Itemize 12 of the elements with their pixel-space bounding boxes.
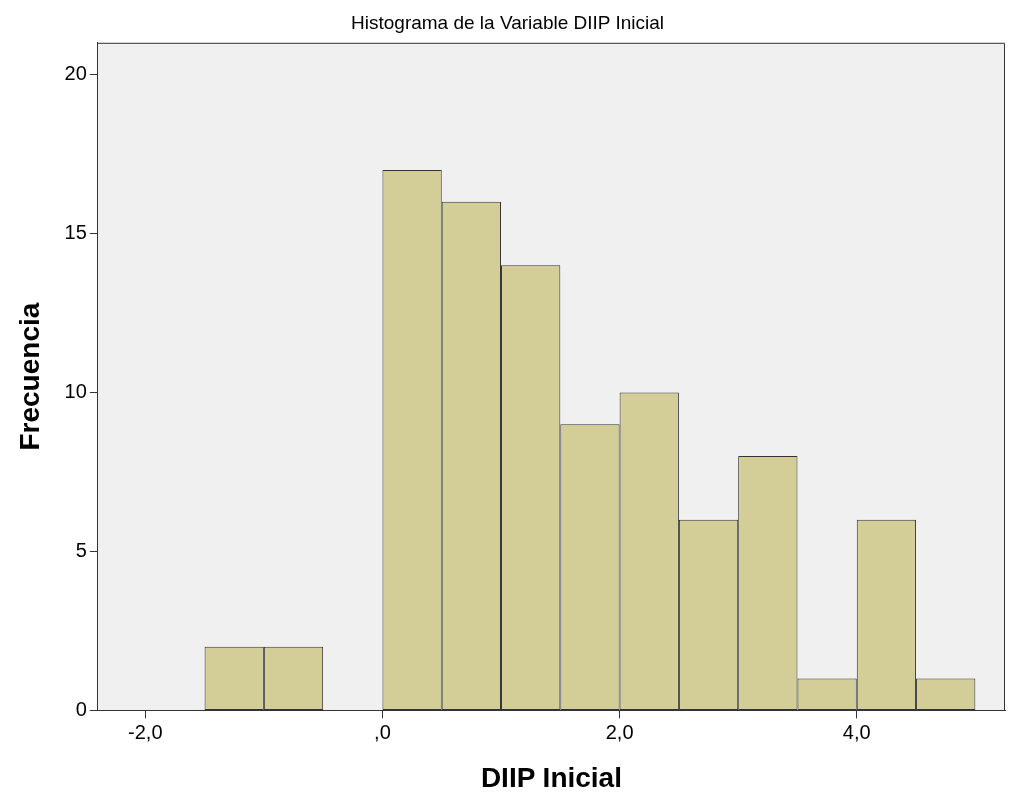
y-tick-label: 0 xyxy=(75,697,87,720)
y-tick-label: 15 xyxy=(64,221,87,244)
x-tick-label: ,0 xyxy=(374,720,391,743)
y-tick-label: 5 xyxy=(75,538,87,561)
chart-title: Histograma de la Variable DIIP Inicial xyxy=(351,11,664,33)
y-tick-label: 10 xyxy=(64,380,87,403)
x-tick-label: 2,0 xyxy=(605,720,634,743)
x-axis-title: DIIP Inicial xyxy=(480,761,622,793)
y-axis-title: Frecuencia xyxy=(13,302,45,451)
x-tick-label: 4,0 xyxy=(842,720,871,743)
y-tick-label: 20 xyxy=(64,62,87,85)
x-tick-label: -2,0 xyxy=(128,720,163,743)
